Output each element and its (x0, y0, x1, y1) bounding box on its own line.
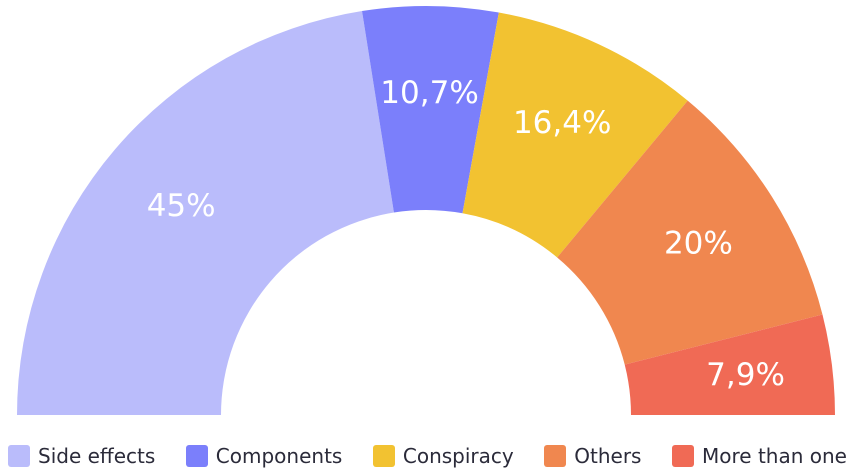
chart-canvas: 45% 10,7% 16,4% 20% 7,9% (17, 5, 835, 416)
legend-item-conspiracy: Conspiracy (372, 444, 514, 468)
slice-others (557, 100, 823, 365)
legend-swatch (672, 445, 695, 467)
legend-label: Side effects (38, 444, 156, 468)
slice-more-than-one (624, 314, 835, 415)
slice-labels-group: 45% 10,7% 16,4% 20% 7,9% (147, 75, 785, 393)
slice-side-effects (17, 11, 394, 416)
legend-item-more-than-one: More than one (672, 444, 847, 468)
legend-item-side-effects: Side effects (8, 444, 155, 468)
slice-value-label: 10,7% (380, 75, 478, 111)
legend-item-components: Components (185, 444, 343, 468)
slices-group (17, 5, 835, 416)
slice-value-label: 20% (664, 225, 733, 261)
legend-label: Others (574, 444, 642, 468)
legend-swatch (185, 445, 208, 467)
legend-swatch (544, 445, 567, 467)
slice-conspiracy (462, 12, 688, 258)
slice-components (362, 5, 499, 214)
chart-legend: Side effects Components Conspiracy Others Mo… (0, 438, 851, 474)
legend-swatch (372, 445, 395, 467)
legend-swatch (8, 445, 30, 467)
slice-value-label: 45% (147, 188, 216, 224)
legend-label: Components (215, 444, 343, 468)
slice-value-label: 16,4% (513, 105, 611, 141)
legend-item-others: Others (544, 444, 641, 468)
legend-label: Conspiracy (402, 444, 514, 468)
legend-label: More than one (702, 444, 847, 468)
slice-value-label: 7,9% (706, 357, 785, 393)
